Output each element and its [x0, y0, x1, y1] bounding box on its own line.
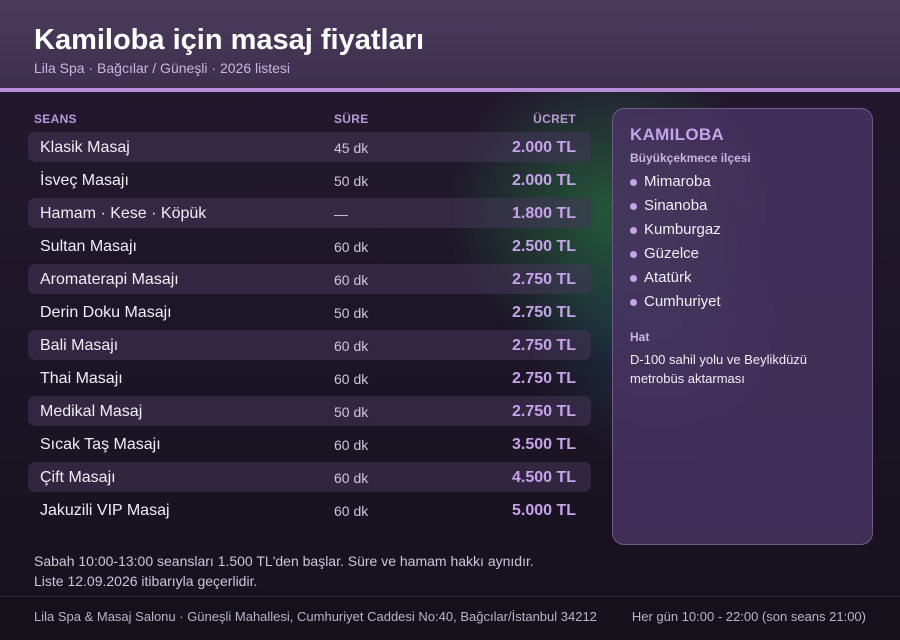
table-row: Derin Doku Masajı 50 dk 2.750 TL	[28, 297, 591, 327]
table-row: Jakuzili VIP Masaj 60 dk 5.000 TL	[28, 495, 591, 525]
service-duration: 45 dk	[334, 140, 369, 156]
bullet-icon	[630, 299, 637, 306]
service-duration: 60 dk	[334, 338, 369, 354]
footnote-line: Liste 12.09.2026 itibarıyla geçerlidir.	[34, 573, 258, 589]
page-header: Kamiloba için masaj fiyatları Lila Spa ·…	[0, 0, 900, 88]
footer-address: Lila Spa & Masaj Salonu · Güneşli Mahall…	[34, 609, 597, 624]
neighborhood-label: Güzelce	[644, 245, 700, 262]
table-row: Aromaterapi Masajı 60 dk 2.750 TL	[28, 264, 591, 294]
service-price: 5.000 TL	[511, 502, 576, 519]
page-footer: Lila Spa & Masaj Salonu · Güneşli Mahall…	[0, 596, 900, 640]
page-title: Kamiloba için masaj fiyatları	[34, 24, 425, 56]
service-duration: 60 dk	[334, 503, 369, 519]
table-row: Sıcak Taş Masajı 60 dk 3.500 TL	[28, 429, 591, 459]
service-name: Medikal Masaj	[40, 403, 143, 420]
neighborhood-label: Mimaroba	[644, 173, 711, 190]
table-header: SEANS SÜRE ÜCRET	[28, 108, 591, 132]
service-name: Thai Masajı	[40, 370, 123, 387]
service-name: İsveç Masajı	[40, 172, 129, 189]
service-price: 2.750 TL	[511, 337, 576, 354]
table-row: İsveç Masajı 50 dk 2.000 TL	[28, 165, 591, 195]
service-name: Jakuzili VIP Masaj	[40, 502, 170, 519]
column-header-duration: SÜRE	[334, 112, 369, 126]
column-header-session: SEANS	[34, 112, 77, 126]
table-row: Thai Masajı 60 dk 2.750 TL	[28, 363, 591, 393]
service-duration: 60 dk	[334, 371, 369, 387]
service-price: 2.750 TL	[511, 370, 576, 387]
service-price: 2.750 TL	[511, 403, 576, 420]
header-divider	[0, 88, 900, 92]
service-price: 2.750 TL	[511, 304, 576, 321]
footnote: Sabah 10:00-13:00 seansları 1.500 TL'den…	[34, 551, 534, 591]
service-duration: 60 dk	[334, 470, 369, 486]
service-duration: 50 dk	[334, 173, 369, 189]
page-subtitle: Lila Spa · Bağcılar / Güneşli · 2026 lis…	[34, 60, 291, 76]
bullet-icon	[630, 251, 637, 258]
table-row: Sultan Masajı 60 dk 2.500 TL	[28, 231, 591, 261]
column-header-price: ÜCRET	[533, 112, 576, 126]
service-price: 2.000 TL	[511, 172, 576, 189]
service-duration: 60 dk	[334, 272, 369, 288]
neighborhood-item: Atatürk	[630, 266, 855, 290]
transit-text: D-100 sahil yolu ve Beylikdüzü metrobüs …	[630, 352, 808, 386]
table-row: Bali Masajı 60 dk 2.750 TL	[28, 330, 591, 360]
bullet-icon	[630, 203, 637, 210]
service-name: Sıcak Taş Masajı	[40, 436, 161, 453]
location-title: KAMILOBA	[630, 125, 724, 144]
neighborhood-item: Sinanoba	[630, 194, 855, 218]
footnote-line: Sabah 10:00-13:00 seansları 1.500 TL'den…	[34, 553, 534, 569]
footer-hours: Her gün 10:00 - 22:00 (son seans 21:00)	[631, 609, 866, 624]
service-duration: 50 dk	[334, 305, 369, 321]
service-name: Hamam · Kese · Köpük	[40, 205, 207, 222]
service-price: 1.800 TL	[511, 205, 576, 222]
service-name: Derin Doku Masajı	[40, 304, 172, 321]
neighborhood-label: Kumburgaz	[644, 221, 721, 238]
neighborhood-item: Cumhuriyet	[630, 290, 855, 314]
service-price: 2.500 TL	[511, 238, 576, 255]
service-name: Bali Masajı	[40, 337, 119, 354]
neighborhood-item: Mimaroba	[630, 170, 855, 194]
neighborhood-label: Sinanoba	[644, 197, 708, 214]
table-row: Hamam · Kese · Köpük — 1.800 TL	[28, 198, 591, 228]
service-name: Aromaterapi Masajı	[40, 271, 179, 288]
service-name: Klasik Masaj	[40, 139, 130, 156]
neighborhood-label: Atatürk	[644, 269, 692, 286]
price-table: SEANS SÜRE ÜCRET Klasik Masaj 45 dk 2.000 …	[28, 108, 591, 528]
bullet-icon	[630, 275, 637, 282]
service-duration: 50 dk	[334, 404, 369, 420]
service-price: 3.500 TL	[511, 436, 576, 453]
service-price: 2.000 TL	[511, 139, 576, 156]
table-row: Klasik Masaj 45 dk 2.000 TL	[28, 132, 591, 162]
neighborhood-list: Mimaroba Sinanoba Kumburgaz Güzelce Atatürk C…	[630, 170, 855, 314]
location-card: KAMILOBA Büyükçekmece ilçesi Mimaroba Sin…	[612, 108, 873, 545]
neighborhood-item: Kumburgaz	[630, 218, 855, 242]
service-price: 2.750 TL	[511, 271, 576, 288]
table-body: Klasik Masaj 45 dk 2.000 TL İsveç Masajı 50 …	[28, 132, 591, 525]
transit-label: Hat	[630, 330, 650, 344]
neighborhood-label: Cumhuriyet	[644, 293, 721, 310]
location-district: Büyükçekmece ilçesi	[630, 151, 751, 165]
service-duration: 60 dk	[334, 437, 369, 453]
service-name: Sultan Masajı	[40, 238, 137, 255]
bullet-icon	[630, 179, 637, 186]
service-duration: 60 dk	[334, 239, 369, 255]
service-duration: —	[334, 206, 348, 222]
service-price: 4.500 TL	[511, 469, 576, 486]
bullet-icon	[630, 227, 637, 234]
table-row: Çift Masajı 60 dk 4.500 TL	[28, 462, 591, 492]
table-row: Medikal Masaj 50 dk 2.750 TL	[28, 396, 591, 426]
service-name: Çift Masajı	[40, 469, 116, 486]
neighborhood-item: Güzelce	[630, 242, 855, 266]
